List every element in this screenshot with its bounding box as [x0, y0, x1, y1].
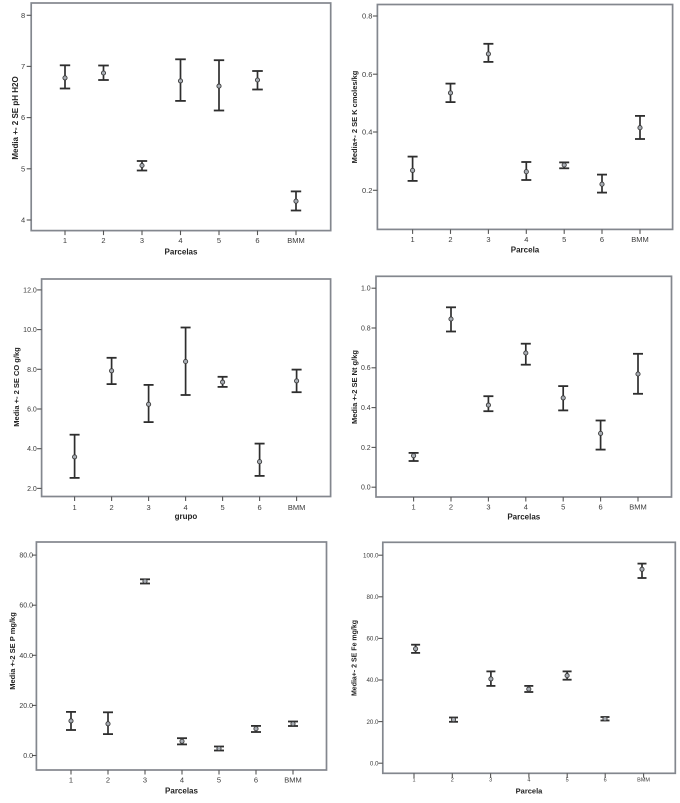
svg-text:2: 2 — [101, 236, 105, 245]
svg-text:3: 3 — [489, 778, 492, 784]
svg-text:3: 3 — [486, 235, 490, 244]
svg-text:1: 1 — [73, 503, 77, 512]
svg-text:BMM: BMM — [284, 776, 302, 785]
svg-text:Media+- 2 SE K cmoles/kg: Media+- 2 SE K cmoles/kg — [350, 70, 359, 163]
svg-text:8: 8 — [21, 11, 25, 20]
svg-text:0.0: 0.0 — [23, 753, 33, 760]
svg-text:0.0: 0.0 — [361, 485, 371, 492]
svg-text:40.0: 40.0 — [366, 677, 379, 684]
svg-text:1: 1 — [412, 503, 416, 512]
svg-text:4.0: 4.0 — [27, 446, 37, 453]
svg-text:BMM: BMM — [629, 503, 647, 512]
svg-text:80.0: 80.0 — [366, 594, 379, 601]
svg-text:12.0: 12.0 — [23, 287, 37, 294]
svg-text:6: 6 — [600, 235, 604, 244]
svg-text:5: 5 — [21, 164, 25, 173]
svg-text:3: 3 — [140, 236, 144, 245]
svg-text:BMM: BMM — [637, 778, 650, 784]
svg-text:Media +- 2 SE CO g/kg: Media +- 2 SE CO g/kg — [12, 347, 21, 427]
svg-text:3: 3 — [143, 776, 147, 785]
svg-text:BMM: BMM — [287, 236, 305, 245]
svg-text:2.0: 2.0 — [27, 486, 37, 493]
svg-text:0.6: 0.6 — [362, 70, 372, 79]
svg-text:Parcelas: Parcelas — [165, 248, 198, 257]
svg-text:0.0: 0.0 — [370, 760, 379, 767]
svg-text:5: 5 — [562, 235, 566, 244]
svg-text:5: 5 — [217, 236, 221, 245]
svg-text:1: 1 — [69, 776, 73, 785]
svg-text:0.8: 0.8 — [362, 12, 372, 21]
svg-text:20.0: 20.0 — [19, 703, 33, 710]
svg-text:4: 4 — [527, 778, 530, 784]
svg-text:Media +-2 SE Nt g/kg: Media +-2 SE Nt g/kg — [350, 350, 359, 424]
svg-text:BMM: BMM — [631, 235, 649, 244]
svg-text:5: 5 — [561, 503, 565, 512]
svg-text:Parcela: Parcela — [511, 246, 540, 255]
svg-text:grupo: grupo — [175, 512, 198, 521]
svg-text:100.0: 100.0 — [363, 552, 379, 559]
svg-text:4: 4 — [21, 216, 25, 225]
svg-text:2: 2 — [106, 776, 110, 785]
svg-text:5: 5 — [217, 776, 221, 785]
svg-text:4: 4 — [524, 235, 528, 244]
svg-text:8.0: 8.0 — [27, 367, 37, 374]
svg-text:0.2: 0.2 — [362, 186, 372, 195]
svg-text:2: 2 — [449, 503, 453, 512]
svg-text:0.4: 0.4 — [362, 128, 372, 137]
svg-text:80.0: 80.0 — [19, 553, 33, 560]
svg-text:10.0: 10.0 — [23, 327, 37, 334]
svg-text:6: 6 — [255, 236, 259, 245]
svg-text:1: 1 — [412, 778, 415, 784]
svg-text:6: 6 — [254, 776, 258, 785]
svg-text:6: 6 — [258, 503, 262, 512]
svg-text:40.0: 40.0 — [19, 653, 33, 660]
svg-text:0.4: 0.4 — [361, 405, 371, 412]
svg-text:1: 1 — [63, 236, 67, 245]
svg-text:4: 4 — [180, 776, 184, 785]
svg-text:1.0: 1.0 — [361, 286, 371, 293]
svg-text:Media +-2 SE P mg/kg: Media +-2 SE P mg/kg — [8, 612, 17, 690]
svg-text:Parcelas: Parcelas — [507, 513, 540, 522]
svg-text:Parcela: Parcela — [516, 787, 544, 796]
svg-text:0.6: 0.6 — [361, 365, 371, 372]
svg-text:Media +- 2 SE pH H2O: Media +- 2 SE pH H2O — [11, 76, 20, 159]
svg-text:0.2: 0.2 — [361, 445, 371, 452]
svg-text:6.0: 6.0 — [27, 406, 37, 413]
svg-text:1: 1 — [411, 235, 415, 244]
svg-text:2: 2 — [110, 503, 114, 512]
svg-text:0.8: 0.8 — [361, 325, 371, 332]
svg-text:6: 6 — [599, 503, 603, 512]
svg-text:5: 5 — [566, 778, 569, 784]
svg-text:3: 3 — [147, 503, 151, 512]
svg-text:2: 2 — [451, 778, 454, 784]
svg-text:7: 7 — [21, 62, 25, 71]
svg-text:BMM: BMM — [288, 503, 306, 512]
svg-text:60.0: 60.0 — [19, 603, 33, 610]
svg-text:6: 6 — [604, 778, 607, 784]
svg-text:4: 4 — [184, 503, 188, 512]
svg-text:4: 4 — [178, 236, 182, 245]
svg-text:4: 4 — [524, 503, 528, 512]
svg-text:Media+- 2 SE Fe mg/kg: Media+- 2 SE Fe mg/kg — [352, 620, 359, 696]
svg-text:20.0: 20.0 — [366, 719, 379, 726]
svg-text:Parcelas: Parcelas — [165, 787, 198, 796]
svg-text:60.0: 60.0 — [366, 636, 379, 643]
svg-text:2: 2 — [448, 235, 452, 244]
svg-text:6: 6 — [21, 113, 25, 122]
svg-text:5: 5 — [221, 503, 225, 512]
svg-text:3: 3 — [486, 503, 490, 512]
